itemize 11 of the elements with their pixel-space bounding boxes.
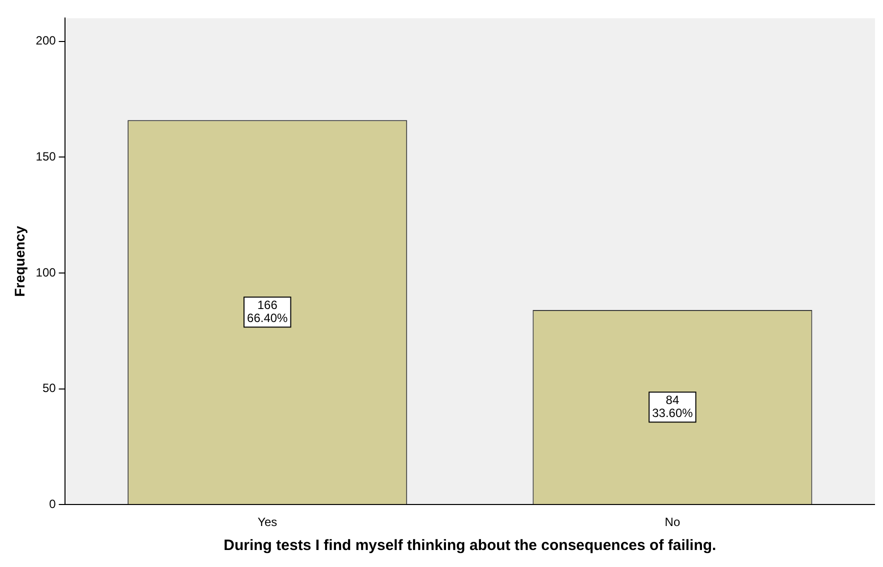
y-tick-label: 200 bbox=[36, 34, 56, 48]
y-tick-label: 100 bbox=[36, 265, 56, 280]
data-label: 166 66.40% bbox=[247, 298, 288, 325]
y-axis-title: Frequency bbox=[11, 226, 28, 297]
data-label: 84 33.60% bbox=[652, 392, 694, 420]
y-tick-label: 50 bbox=[42, 381, 56, 396]
x-tick-label: Yes bbox=[258, 515, 278, 530]
x-tick-label: No bbox=[664, 515, 680, 530]
y-tick-label: 150 bbox=[36, 149, 56, 164]
y-tick-label: 0 bbox=[49, 496, 56, 511]
x-axis-title: During tests I find myself thinking about the consequences of failing. bbox=[224, 537, 716, 554]
